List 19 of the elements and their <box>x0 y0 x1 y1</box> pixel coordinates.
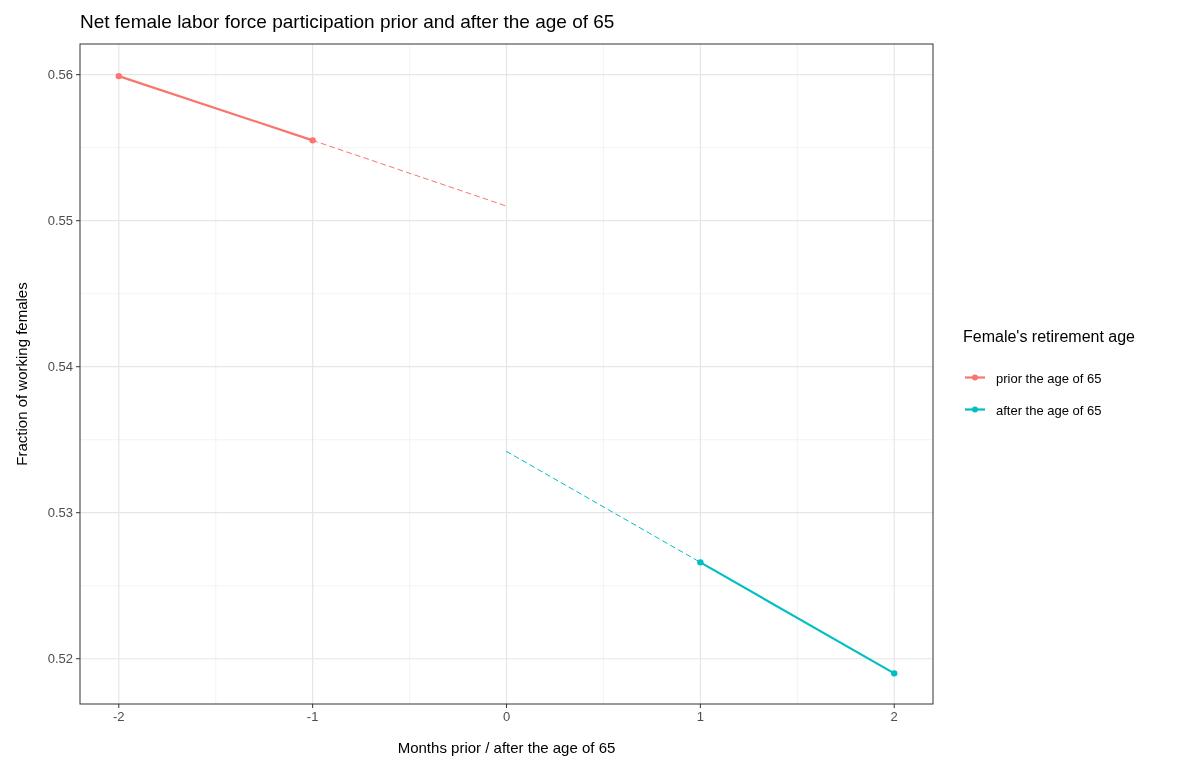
y-axis-title: Fraction of working females <box>13 282 30 466</box>
x-tick-label: 0 <box>502 709 511 724</box>
y-tick-label: 0.54 <box>47 359 73 375</box>
x-tick-label: -2 <box>112 709 125 724</box>
legend-title: Female's retirement age <box>963 327 1136 345</box>
x-tick-label: 1 <box>696 709 704 724</box>
legend-label: prior the age of 65 <box>996 370 1102 386</box>
y-tick-label: 0.52 <box>47 651 73 667</box>
point <box>891 670 898 677</box>
x-tick-label: -1 <box>306 709 319 724</box>
x-axis-title: Months prior / after the age of 65 <box>397 739 616 756</box>
legend-label: after the age of 65 <box>996 402 1102 418</box>
x-tick-label: 2 <box>890 709 898 724</box>
y-tick-label: 0.55 <box>47 213 73 229</box>
y-tick-label: 0.56 <box>47 67 73 83</box>
point <box>697 559 704 566</box>
y-tick-label: 0.53 <box>47 505 73 521</box>
point <box>115 72 122 80</box>
chart-title: Net female labor force participation prior and after the age of 65 <box>80 11 615 32</box>
